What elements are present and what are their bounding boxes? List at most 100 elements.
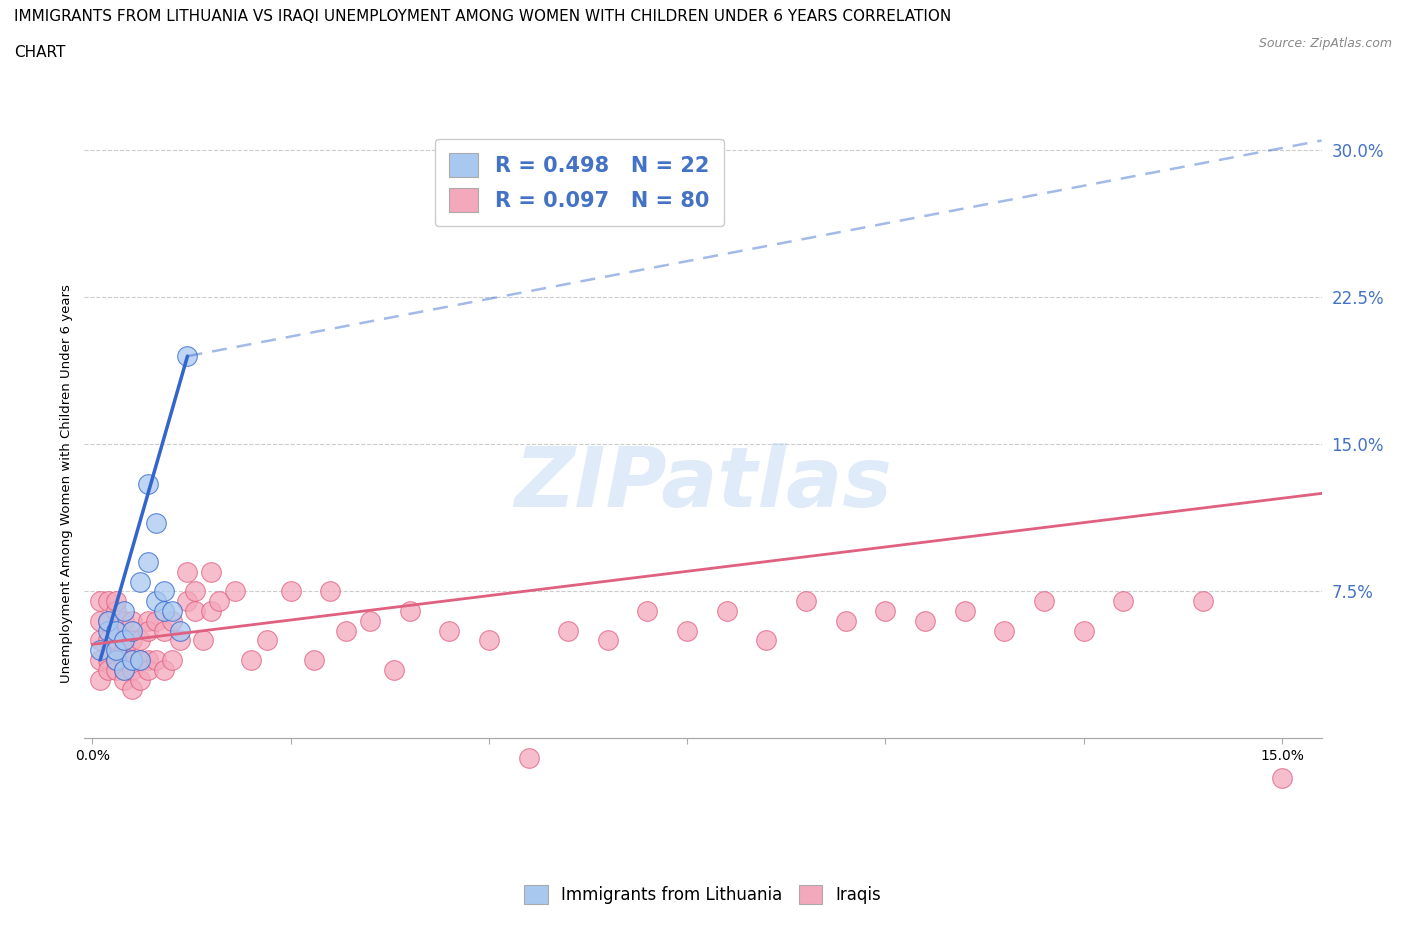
Point: [169, 623, 191, 638]
Point: [89, 614, 111, 629]
Point: [128, 633, 150, 648]
Point: [105, 604, 128, 618]
Point: [112, 643, 135, 658]
Point: [112, 633, 135, 648]
Point: [152, 623, 174, 638]
Point: [1033, 593, 1056, 608]
Point: [152, 604, 174, 618]
Point: [145, 593, 167, 608]
Point: [89, 633, 111, 648]
Point: [97, 653, 120, 668]
Point: [89, 653, 111, 668]
Point: [1112, 593, 1135, 608]
Point: [596, 633, 619, 648]
Point: [105, 623, 128, 638]
Point: [105, 653, 128, 668]
Point: [121, 653, 143, 668]
Point: [112, 662, 135, 677]
Point: [256, 633, 278, 648]
Point: [160, 604, 183, 618]
Point: [224, 584, 246, 599]
Point: [136, 554, 159, 569]
Point: [437, 623, 460, 638]
Point: [121, 653, 143, 668]
Point: [105, 662, 128, 677]
Point: [517, 751, 540, 765]
Point: [875, 604, 897, 618]
Point: [755, 633, 778, 648]
Point: [239, 653, 262, 668]
Point: [398, 604, 420, 618]
Point: [97, 623, 120, 638]
Point: [208, 593, 231, 608]
Point: [105, 633, 128, 648]
Point: [152, 584, 174, 599]
Point: [112, 672, 135, 687]
Point: [200, 565, 222, 579]
Point: [105, 623, 128, 638]
Point: [382, 662, 405, 677]
Text: IMMIGRANTS FROM LITHUANIA VS IRAQI UNEMPLOYMENT AMONG WOMEN WITH CHILDREN UNDER : IMMIGRANTS FROM LITHUANIA VS IRAQI UNEMP…: [14, 9, 952, 24]
Point: [176, 593, 198, 608]
Point: [128, 653, 150, 668]
Y-axis label: Unemployment Among Women with Children Under 6 years: Unemployment Among Women with Children U…: [60, 285, 73, 683]
Point: [1073, 623, 1095, 638]
Point: [105, 653, 128, 668]
Point: [993, 623, 1015, 638]
Point: [105, 593, 128, 608]
Point: [89, 593, 111, 608]
Point: [112, 662, 135, 677]
Point: [478, 633, 501, 648]
Point: [637, 604, 659, 618]
Point: [184, 584, 207, 599]
Text: CHART: CHART: [14, 45, 66, 60]
Point: [359, 614, 381, 629]
Point: [105, 653, 128, 668]
Point: [112, 653, 135, 668]
Point: [145, 653, 167, 668]
Point: [121, 623, 143, 638]
Point: [794, 593, 817, 608]
Point: [136, 476, 159, 491]
Point: [335, 623, 357, 638]
Point: [914, 614, 936, 629]
Point: [128, 653, 150, 668]
Point: [953, 604, 976, 618]
Text: Source: ZipAtlas.com: Source: ZipAtlas.com: [1258, 37, 1392, 50]
Point: [145, 614, 167, 629]
Point: [97, 614, 120, 629]
Point: [193, 633, 215, 648]
Point: [280, 584, 302, 599]
Point: [835, 614, 858, 629]
Point: [1191, 593, 1213, 608]
Point: [89, 643, 111, 658]
Point: [304, 653, 326, 668]
Point: [160, 653, 183, 668]
Point: [169, 633, 191, 648]
Point: [557, 623, 579, 638]
Point: [176, 349, 198, 364]
Point: [97, 662, 120, 677]
Point: [160, 614, 183, 629]
Point: [676, 623, 699, 638]
Point: [128, 574, 150, 589]
Point: [176, 565, 198, 579]
Point: [136, 614, 159, 629]
Legend: Immigrants from Lithuania, Iraqis: Immigrants from Lithuania, Iraqis: [517, 878, 889, 910]
Point: [136, 623, 159, 638]
Point: [145, 515, 167, 530]
Point: [716, 604, 738, 618]
Point: [112, 633, 135, 648]
Point: [97, 593, 120, 608]
Point: [97, 633, 120, 648]
Point: [112, 614, 135, 629]
Point: [97, 614, 120, 629]
Point: [1271, 770, 1294, 785]
Point: [121, 614, 143, 629]
Point: [105, 643, 128, 658]
Point: [121, 662, 143, 677]
Point: [136, 653, 159, 668]
Point: [121, 633, 143, 648]
Point: [121, 682, 143, 697]
Point: [89, 672, 111, 687]
